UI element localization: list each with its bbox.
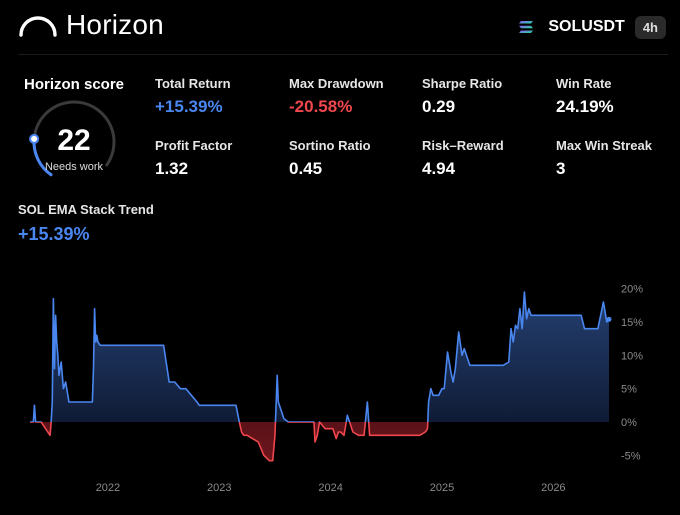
header: Horizon SOLUSDT 4h bbox=[0, 0, 680, 54]
x-axis-ticks: 2022 2023 2024 2025 2026 bbox=[96, 482, 566, 494]
brand-title: Horizon bbox=[66, 9, 164, 40]
gauge-knob bbox=[29, 133, 40, 144]
metric-profit-factor: Profit Factor 1.32 bbox=[155, 138, 232, 179]
y-tick-label: 5% bbox=[621, 384, 637, 396]
y-tick-label: -5% bbox=[621, 450, 641, 462]
metric-value: 0.45 bbox=[289, 159, 323, 178]
metric-value: 3 bbox=[556, 159, 566, 178]
equity-line-positive bbox=[30, 291, 610, 422]
x-tick-label: 2024 bbox=[318, 482, 342, 494]
timeframe-badge[interactable]: 4h bbox=[634, 15, 666, 39]
metric-label: Max Drawdown bbox=[289, 76, 384, 91]
y-axis-ticks: 20% 15% 10% 5% 0% -5% bbox=[621, 284, 643, 463]
x-tick-label: 2025 bbox=[430, 482, 454, 494]
metric-value: +15.39% bbox=[155, 97, 223, 116]
score-title: Horizon score bbox=[24, 76, 125, 93]
equity-end-point bbox=[606, 316, 612, 322]
score-label: Needs work bbox=[44, 161, 104, 173]
metric-sortino-ratio: Sortino Ratio 0.45 bbox=[289, 138, 371, 179]
metric-label: Win Rate bbox=[556, 76, 612, 91]
x-tick-label: 2026 bbox=[541, 482, 565, 494]
equity-line-negative bbox=[30, 422, 429, 462]
header-divider bbox=[18, 54, 668, 55]
metric-sharpe-ratio: Sharpe Ratio 0.29 bbox=[422, 76, 502, 117]
x-tick-label: 2022 bbox=[96, 482, 120, 494]
y-tick-label: 10% bbox=[621, 350, 643, 362]
metric-max-win-streak: Max Win Streak 3 bbox=[556, 138, 652, 179]
score-gauge bbox=[29, 100, 116, 177]
area-group bbox=[30, 292, 609, 461]
metric-value: 1.32 bbox=[155, 159, 189, 178]
metric-value: 4.94 bbox=[422, 159, 456, 178]
metric-win-rate: Win Rate 24.19% bbox=[556, 76, 614, 117]
positive-area bbox=[30, 292, 609, 422]
metric-label: Total Return bbox=[155, 76, 231, 91]
equity-chart: 20% 15% 10% 5% 0% -5% 2022 2023 2024 2025 2026 bbox=[30, 284, 643, 494]
x-tick-label: 2023 bbox=[207, 482, 231, 494]
metric-label: Sortino Ratio bbox=[289, 138, 371, 153]
score-value: 22 bbox=[57, 124, 91, 157]
strategy-return: +15.39% bbox=[18, 224, 90, 244]
pair-selector[interactable]: SOLUSDT 4h bbox=[518, 14, 666, 40]
metric-label: Max Win Streak bbox=[556, 138, 652, 153]
metric-risk-reward: Risk–Reward 4.94 bbox=[422, 138, 504, 179]
metric-label: Risk–Reward bbox=[422, 138, 504, 153]
pair-name: SOLUSDT bbox=[548, 18, 625, 35]
metric-max-drawdown: Max Drawdown -20.58% bbox=[289, 76, 384, 117]
strategy-name: SOL EMA Stack Trend bbox=[18, 202, 154, 217]
metric-label: Profit Factor bbox=[155, 138, 233, 153]
metric-total-return: Total Return +15.39% bbox=[155, 76, 231, 117]
y-tick-label: 15% bbox=[621, 317, 643, 329]
metric-label: Sharpe Ratio bbox=[422, 76, 503, 91]
horizon-logo-icon bbox=[19, 16, 57, 37]
metric-value: 0.29 bbox=[422, 97, 456, 116]
line-group bbox=[30, 291, 612, 462]
solana-icon bbox=[519, 21, 534, 33]
metric-value: 24.19% bbox=[556, 97, 614, 116]
y-tick-label: 0% bbox=[621, 417, 637, 429]
metric-value: -20.58% bbox=[289, 97, 353, 116]
y-tick-label: 20% bbox=[621, 284, 643, 296]
